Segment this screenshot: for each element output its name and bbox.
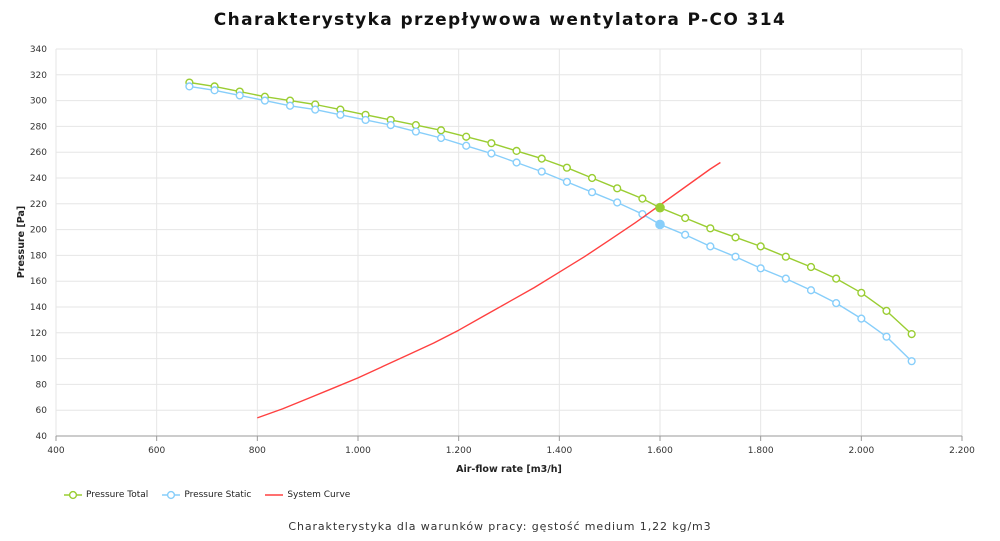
- x-tick-label: 1.800: [748, 446, 774, 456]
- data-point-pressure-total: [487, 139, 496, 148]
- data-point-pressure-total: [613, 184, 622, 193]
- x-tick-label: 2.000: [848, 446, 874, 456]
- data-point-pressure-total: [706, 224, 715, 233]
- data-point-pressure-total: [537, 154, 546, 163]
- data-point-pressure-static: [235, 91, 244, 100]
- data-point-pressure-total: [731, 233, 740, 242]
- data-point-pressure-total: [832, 274, 841, 283]
- data-point-pressure-static: [411, 127, 420, 136]
- data-point-pressure-static: [806, 286, 816, 295]
- legend-item-pressure-total[interactable]: Pressure Total: [64, 490, 148, 500]
- y-tick-label: 160: [30, 277, 47, 287]
- data-point-pressure-static: [336, 110, 345, 119]
- x-tick-label: 2.200: [949, 446, 975, 456]
- y-tick-label: 140: [30, 303, 47, 313]
- data-point-pressure-static: [731, 252, 740, 261]
- legend-label-pressure-total: Pressure Total: [86, 490, 149, 500]
- x-tick-label: 600: [148, 446, 165, 456]
- y-tick-label: 260: [30, 148, 47, 158]
- data-point-pressure-static: [756, 264, 765, 273]
- y-tick-label: 320: [30, 71, 47, 81]
- operating-point-pressure-static: [655, 219, 665, 230]
- data-point-pressure-total: [857, 288, 866, 297]
- data-point-pressure-static: [537, 167, 546, 176]
- legend-marker-system-curve: [265, 494, 284, 496]
- fan-characteristic-chart: 40 60 80 100 120 140 160 180 200 220 240 260 280 300 3…: [16, 45, 975, 475]
- y-tick-label: 60: [36, 406, 48, 416]
- y-axis-label: Pressure [Pa]: [16, 206, 27, 278]
- chart-title: Charakterystyka przepływowa wentylatora …: [213, 10, 787, 30]
- data-point-pressure-static: [512, 158, 521, 167]
- data-point-pressure-total: [907, 329, 916, 339]
- chart-footer-note: Charakterystyka dla warunków pracy: gęst…: [288, 520, 712, 533]
- x-axis-label: Air-flow rate [m3/h]: [456, 464, 562, 475]
- data-point-pressure-static: [361, 115, 370, 125]
- y-tick-label: 240: [30, 174, 47, 184]
- data-point-pressure-total: [512, 146, 521, 156]
- series-line-pressure-static: [189, 85, 913, 362]
- data-point-pressure-static: [462, 141, 471, 150]
- data-point-pressure-static: [706, 242, 715, 251]
- data-point-pressure-static: [857, 314, 866, 323]
- y-tick-label: 80: [36, 380, 48, 390]
- chart-tick-labels: 40 60 80 100 120 140 160 180 200 220 240 260 280 300 3…: [30, 45, 975, 456]
- data-point-pressure-total: [436, 126, 446, 135]
- y-tick-label: 220: [30, 200, 47, 210]
- data-point-pressure-static: [882, 332, 891, 341]
- data-point-pressure-static: [587, 188, 597, 197]
- data-point-pressure-static: [210, 86, 219, 95]
- x-tick-label: 1.000: [345, 446, 371, 456]
- x-tick-label: 400: [47, 446, 64, 456]
- chart-legend: Pressure Total Pressure Static System Cu…: [64, 490, 364, 500]
- y-tick-label: 200: [30, 226, 47, 236]
- legend-marker-pressure-static: [162, 490, 181, 500]
- y-tick-label: 100: [30, 355, 47, 365]
- data-point-pressure-static: [285, 101, 295, 110]
- data-point-pressure-total: [587, 173, 597, 183]
- data-point-pressure-static: [436, 133, 446, 143]
- legend-item-system-curve[interactable]: System Curve: [265, 490, 350, 500]
- chart-grid: [55, 48, 963, 437]
- data-point-pressure-total: [781, 252, 790, 261]
- y-tick-label: 340: [30, 45, 47, 55]
- legend-item-pressure-static[interactable]: Pressure Static: [162, 490, 251, 500]
- data-point-pressure-static: [487, 149, 496, 158]
- legend-label-system-curve: System Curve: [287, 490, 351, 500]
- series-line-system-curve: [257, 161, 721, 419]
- x-tick-label: 800: [249, 446, 266, 456]
- data-point-pressure-static: [185, 82, 194, 91]
- data-point-pressure-static: [386, 121, 395, 130]
- y-tick-label: 280: [30, 122, 47, 132]
- data-point-pressure-static: [781, 274, 790, 283]
- data-point-pressure-static: [562, 177, 571, 186]
- data-point-pressure-static: [681, 230, 690, 239]
- y-tick-label: 180: [30, 251, 47, 261]
- series-line-pressure-total: [189, 81, 913, 335]
- y-tick-label: 40: [36, 432, 48, 442]
- data-point-pressure-total: [806, 262, 816, 272]
- chart-series: [185, 78, 916, 419]
- operating-point-pressure-total: [655, 202, 665, 213]
- data-point-pressure-static: [613, 198, 622, 207]
- legend-label-pressure-static: Pressure Static: [184, 490, 252, 500]
- y-tick-label: 300: [30, 97, 47, 107]
- data-point-pressure-static: [260, 96, 269, 105]
- x-tick-label: 1.400: [546, 446, 572, 456]
- data-point-pressure-static: [832, 299, 841, 308]
- data-point-pressure-total: [681, 213, 690, 223]
- data-point-pressure-total: [462, 132, 471, 141]
- x-tick-label: 1.600: [647, 446, 673, 456]
- data-point-pressure-total: [882, 306, 891, 315]
- legend-marker-pressure-total: [64, 490, 82, 500]
- data-point-pressure-total: [756, 242, 765, 251]
- chart-axes: [55, 435, 963, 441]
- data-point-pressure-total: [638, 194, 647, 203]
- data-point-pressure-total: [562, 163, 571, 172]
- data-point-pressure-static: [311, 105, 320, 114]
- y-tick-label: 120: [30, 329, 47, 339]
- data-point-pressure-static: [907, 357, 916, 366]
- x-tick-label: 1.200: [446, 446, 472, 456]
